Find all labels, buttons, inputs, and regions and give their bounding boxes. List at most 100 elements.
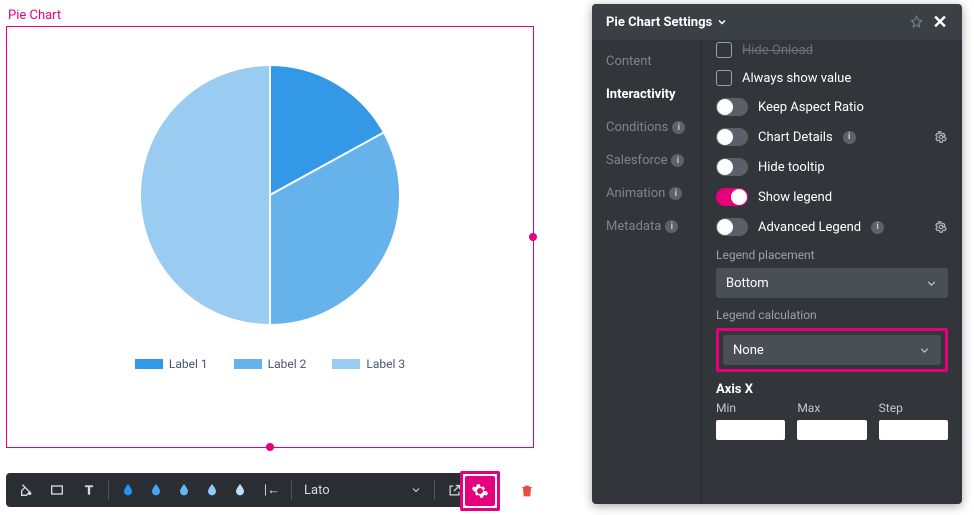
nav-item-label: Content (606, 54, 652, 69)
line-spacing-icon[interactable]: |← (259, 477, 285, 503)
legend-calculation-value: None (733, 343, 764, 358)
nav-item-label: Animation (606, 186, 665, 201)
info-icon[interactable]: i (672, 121, 685, 134)
font-family-value: Lato (304, 483, 330, 498)
legend-calculation-highlight: None (716, 328, 948, 372)
info-icon[interactable]: i (671, 154, 684, 167)
info-icon[interactable]: i (843, 131, 856, 144)
panel-title[interactable]: Pie Chart Settings (606, 15, 728, 30)
nav-item-interactivity[interactable]: Interactivity (606, 87, 701, 102)
option-row-hide-tooltip: Hide tooltip (716, 158, 948, 176)
option-label: Keep Aspect Ratio (758, 100, 864, 115)
panel-nav: ContentInteractivityConditionsiSalesforc… (592, 40, 702, 504)
option-row-hide-onload: Hide Onload (716, 42, 948, 58)
pie-svg (140, 65, 400, 325)
axis-step-input[interactable] (879, 420, 948, 440)
nav-item-label: Salesforce (606, 153, 667, 168)
option-row-keep-aspect-ratio: Keep Aspect Ratio (716, 98, 948, 116)
legend-label: Label 3 (366, 357, 405, 371)
settings-button-highlight (460, 471, 500, 511)
nav-item-label: Metadata (606, 219, 661, 234)
toggle-chart-details[interactable] (716, 128, 748, 146)
settings-panel: Pie Chart Settings ✕ Content Interactivit… (592, 4, 962, 504)
nav-item-conditions[interactable]: Conditions i (606, 120, 701, 135)
settings-button[interactable] (465, 476, 495, 506)
axis-x-title: Axis X (716, 382, 948, 397)
gear-icon[interactable] (934, 220, 948, 234)
option-row-show-legend: Show legend (716, 188, 948, 206)
info-icon[interactable]: i (871, 221, 884, 234)
axis-max-label: Max (797, 401, 820, 415)
toggle-hide-tooltip[interactable] (716, 158, 748, 176)
toggle-keep-aspect-ratio[interactable] (716, 98, 748, 116)
palette-color-drop[interactable] (199, 477, 225, 503)
chevron-down-icon (716, 16, 728, 28)
legend-placement-label: Legend placement (716, 248, 948, 262)
pie-slice[interactable] (140, 65, 270, 325)
fill-bucket-icon[interactable] (12, 477, 38, 503)
toolbar-separator (434, 480, 435, 500)
axis-min-label: Min (716, 401, 736, 415)
info-icon[interactable]: i (669, 187, 682, 200)
legend-label: Label 2 (268, 357, 307, 371)
legend-item[interactable]: Label 1 (135, 357, 208, 371)
border-icon[interactable] (44, 477, 70, 503)
legend-swatch (234, 359, 262, 369)
option-row-advanced-legend: Advanced Legend i (716, 218, 948, 236)
nav-item-label: Interactivity (606, 87, 676, 102)
legend-placement-select[interactable]: Bottom (716, 268, 948, 298)
axis-max-input[interactable] (797, 420, 866, 440)
info-icon[interactable]: i (665, 220, 678, 233)
nav-item-salesforce[interactable]: Salesforce i (606, 153, 701, 168)
font-family-select[interactable]: Lato (298, 483, 428, 498)
panel-header: Pie Chart Settings ✕ (592, 4, 962, 40)
option-row-always-show-value: Always show value (716, 70, 948, 86)
chevron-down-icon (925, 277, 938, 290)
axis-x-inputs: Min Max Step (716, 401, 948, 440)
legend-calculation-select[interactable]: None (723, 335, 941, 365)
option-label: Chart Details (758, 130, 833, 145)
palette-color-drop[interactable] (143, 477, 169, 503)
toggle-show-legend[interactable] (716, 188, 748, 206)
delete-button[interactable] (512, 476, 542, 506)
legend-item[interactable]: Label 2 (234, 357, 307, 371)
legend-swatch (332, 359, 360, 369)
palette-color-drop[interactable] (227, 477, 253, 503)
nav-item-label: Conditions (606, 120, 668, 135)
chart-legend: Label 1 Label 2 Label 3 (7, 357, 533, 371)
pie-chart (140, 65, 400, 325)
checkbox-hide-onload[interactable] (716, 42, 732, 58)
legend-label: Label 1 (169, 357, 208, 371)
gear-icon[interactable] (934, 130, 948, 144)
option-label: Hide tooltip (758, 160, 825, 175)
resize-handle-bottom[interactable] (266, 443, 274, 451)
color-palette (115, 477, 253, 503)
chart-canvas[interactable]: Label 1 Label 2 Label 3 (6, 26, 534, 448)
close-icon[interactable]: ✕ (928, 10, 952, 34)
chevron-down-icon (918, 344, 931, 357)
checkbox-always-show-value[interactable] (716, 70, 732, 86)
option-label: Show legend (758, 190, 832, 205)
option-label: Always show value (742, 71, 851, 86)
resize-handle-right[interactable] (529, 233, 537, 241)
text-style-icon[interactable] (76, 477, 102, 503)
format-toolbar: |← Lato (6, 473, 473, 507)
axis-min-input[interactable] (716, 420, 785, 440)
legend-item[interactable]: Label 3 (332, 357, 405, 371)
pin-icon[interactable] (904, 10, 928, 34)
axis-step-label: Step (879, 401, 903, 415)
toolbar-separator (108, 480, 109, 500)
nav-item-content[interactable]: Content (606, 54, 701, 69)
nav-item-metadata[interactable]: Metadata i (606, 219, 701, 234)
option-label-obscured: Hide Onload (742, 43, 813, 58)
legend-placement-value: Bottom (726, 276, 769, 291)
palette-color-drop[interactable] (115, 477, 141, 503)
panel-title-text: Pie Chart Settings (606, 15, 712, 30)
legend-calculation-label: Legend calculation (716, 308, 948, 322)
panel-content: Hide Onload Always show value Keep Aspec… (702, 40, 962, 504)
legend-swatch (135, 359, 163, 369)
toggle-advanced-legend[interactable] (716, 218, 748, 236)
option-row-chart-details: Chart Details i (716, 128, 948, 146)
nav-item-animation[interactable]: Animation i (606, 186, 701, 201)
palette-color-drop[interactable] (171, 477, 197, 503)
